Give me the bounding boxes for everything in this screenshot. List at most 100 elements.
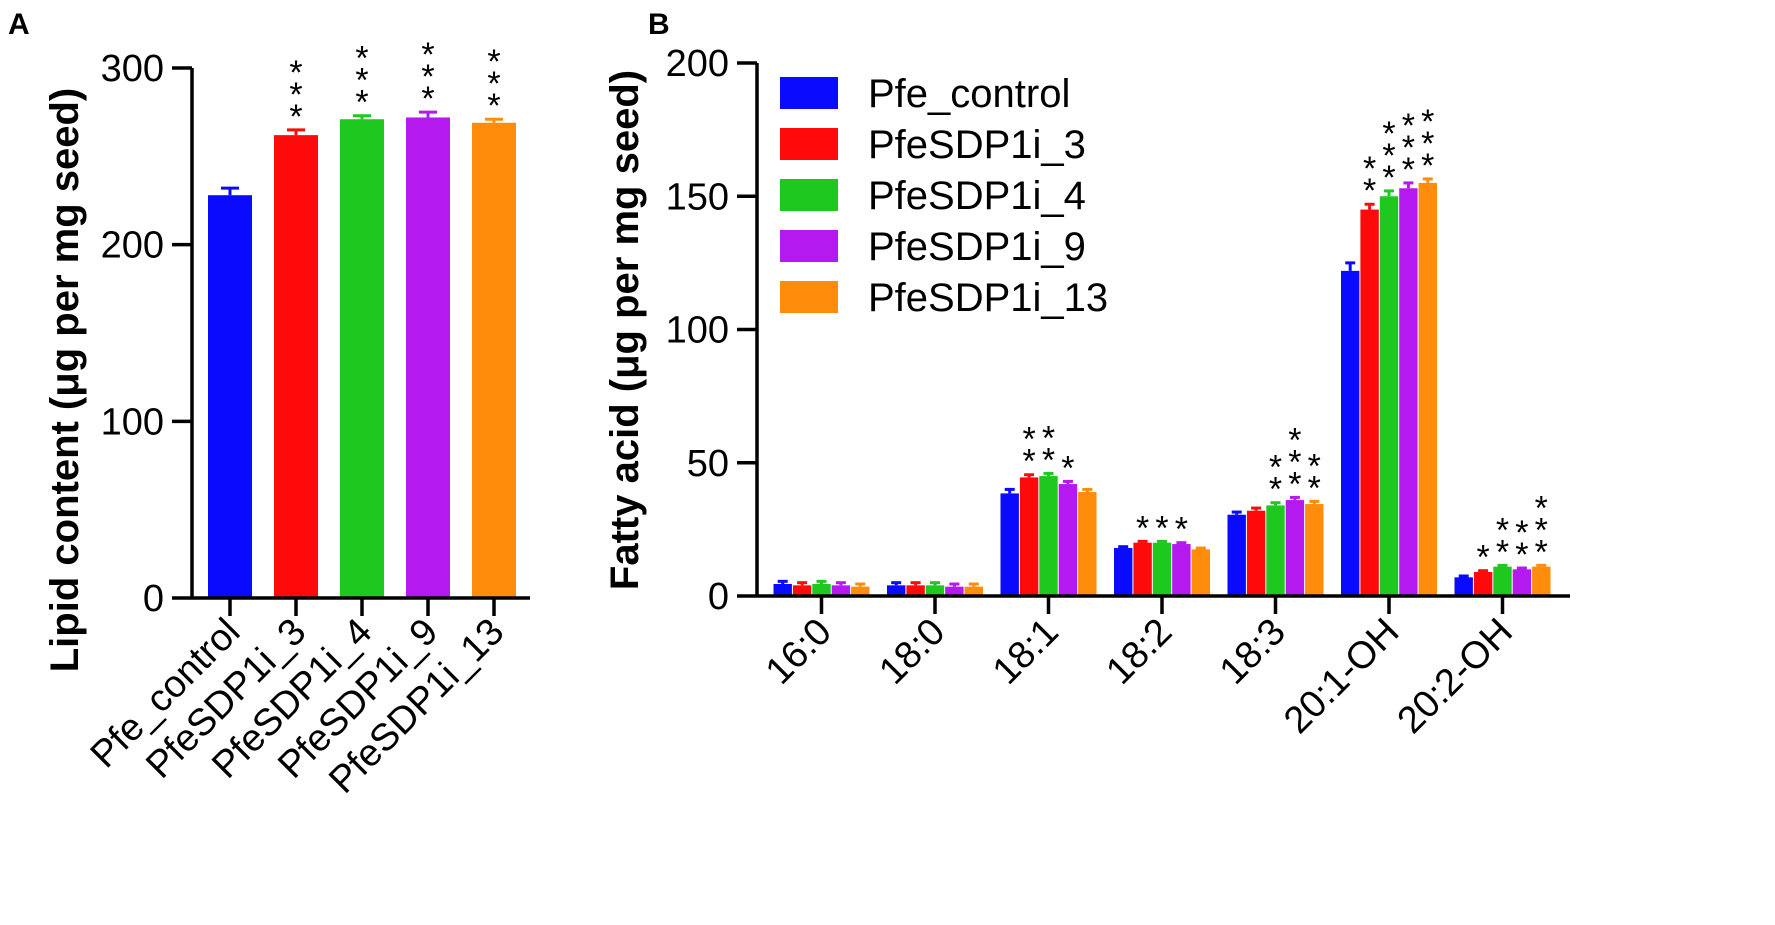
- panel-b-bar: [1152, 542, 1172, 596]
- panel-b-bar: [1418, 182, 1437, 597]
- panel-b-x-tick-label: 18:0: [871, 611, 953, 693]
- panel-b-significance: *: [1061, 449, 1074, 487]
- panel-b-significance: * * *: [1535, 489, 1548, 571]
- panel-a-significance: * * *: [289, 54, 302, 136]
- panel-a-bar: [274, 135, 318, 598]
- panel-b-significance: *: [1155, 509, 1168, 547]
- panel-b-bar: [925, 585, 945, 596]
- panel-b-legend-swatch: [780, 281, 838, 313]
- panel-b-x-tick-label: 18:3: [1212, 611, 1294, 693]
- panel-b-significance: *: [1175, 511, 1188, 549]
- panel-b-bar: [851, 586, 870, 596]
- panel-b-bar: [906, 585, 925, 596]
- panel-b-legend-swatch: [780, 128, 838, 160]
- panel-a-bar: [208, 195, 252, 598]
- panel-b-bar: [1473, 572, 1493, 596]
- panel-b-bar: [1512, 569, 1532, 596]
- panel-b-bar: [792, 585, 812, 596]
- panel-b-significance: * *: [1363, 150, 1376, 210]
- panel-b-bar: [1305, 504, 1324, 596]
- panel-a-y-tick-label: 100: [101, 401, 164, 443]
- panel-b-bar: [1172, 544, 1191, 596]
- panel-b-bar: [1285, 500, 1305, 596]
- panel-b-bar: [1379, 196, 1399, 596]
- panel-a-significance: * * *: [487, 43, 500, 125]
- panel-b-bar: [887, 585, 906, 596]
- panel-b-y-tick-label: 50: [687, 443, 729, 485]
- panel-b-legend-swatch: [780, 179, 838, 211]
- panel-a-y-axis: 0 100 200 300: [101, 48, 194, 620]
- panel-a-significance: * * *: [421, 36, 434, 118]
- panel-a-y-tick-label: 0: [143, 578, 164, 620]
- panel-b-bars: * ** * ** * ** ** * * * ** ** * ** * ** * *** ** ** * *: [773, 103, 1551, 597]
- panel-b-bar: [1039, 476, 1058, 596]
- panel-b-significance: * *: [1269, 449, 1282, 509]
- panel-a-y-tick-label: 200: [101, 225, 164, 267]
- panel-b-significance: * * *: [1288, 421, 1301, 503]
- panel-a-bar: [406, 117, 450, 598]
- panel-b-significance: *: [1476, 539, 1489, 577]
- panel-a-bars: * * * * * * * * * * * *: [208, 36, 516, 599]
- panel-b-legend-swatch: [780, 230, 838, 262]
- panel-b-bar: [945, 586, 964, 596]
- panel-b-y-axis-title: Fatty acid (μg per mg seed): [603, 70, 647, 590]
- panel-b-y-axis: 0 50 100 150 200: [666, 43, 759, 618]
- panel-b-bar: [1227, 514, 1246, 596]
- panel-b-y-tick-label: 150: [666, 176, 729, 218]
- panel-b-bar: [1493, 566, 1512, 596]
- panel-b-significance: *: [1136, 509, 1149, 547]
- panel-b-legend-label: PfeSDP1i_9: [868, 225, 1086, 269]
- panel-b-bar: [1078, 492, 1097, 596]
- panel-b-x-tick-label: 20:2-OH: [1390, 611, 1521, 742]
- panel-a-bar: [472, 122, 516, 599]
- panel-b-bar: [964, 586, 983, 596]
- panel-b-significance: * *: [1496, 511, 1509, 571]
- panel-a-bar: [340, 119, 384, 598]
- panel-b-bar: [812, 584, 831, 596]
- panel-b-bar: [1266, 505, 1285, 596]
- panel-b-x-tick-label: 18:2: [1098, 611, 1180, 693]
- panel-b-x-tick-label: 20:1-OH: [1276, 611, 1407, 742]
- panel-b-significance: * *: [1042, 419, 1055, 479]
- panel-b-y-tick-label: 0: [708, 576, 729, 618]
- panel-b-bar: [1000, 493, 1019, 596]
- panel-b-bar: [1341, 270, 1360, 596]
- panel-b-bar: [1246, 510, 1266, 596]
- panel-b-significance: * *: [1308, 447, 1321, 507]
- panel-b-significance: * *: [1022, 421, 1035, 481]
- panel-a-x-axis: Pfe_controlPfeSDP1i_3PfeSDP1i_4PfeSDP1i_…: [83, 596, 530, 802]
- panel-a-significance: * * *: [355, 40, 368, 122]
- panel-b-x-tick-label: 18:1: [985, 611, 1067, 693]
- panel-b-bar: [831, 585, 851, 596]
- panel-b-bar: [1191, 549, 1210, 596]
- panel-b-bar: [1133, 542, 1152, 596]
- panel-b-y-tick-label: 100: [666, 310, 729, 352]
- panel-b-legend: Pfe_control PfeSDP1i_3 PfeSDP1i_4 PfeSDP1i_…: [780, 72, 1108, 320]
- panel-b-bar: [1114, 548, 1133, 596]
- panel-b-legend-label: Pfe_control: [868, 72, 1070, 116]
- panel-letter-b: B: [648, 8, 670, 41]
- panel-b-legend-label: PfeSDP1i_4: [868, 174, 1086, 218]
- panel-b-bar: [1454, 577, 1473, 596]
- panel-b-significance: * * *: [1402, 107, 1415, 189]
- panel-b-y-tick-label: 200: [666, 43, 729, 85]
- panel-b-x-tick-label: 16:0: [758, 611, 840, 693]
- panel-b-significance: * *: [1515, 514, 1528, 574]
- panel-letter-a: A: [8, 8, 30, 41]
- panel-b-significance: * * *: [1421, 103, 1434, 185]
- panel-b-legend-swatch: [780, 77, 838, 109]
- panel-b-legend-label: PfeSDP1i_13: [868, 276, 1108, 320]
- panel-b-significance: * * *: [1382, 115, 1395, 197]
- panel-b-legend-label: PfeSDP1i_3: [868, 123, 1086, 167]
- panel-b-bar: [1532, 566, 1551, 596]
- panel-b-bar: [1399, 188, 1418, 596]
- panel-b-chart: Fatty acid (μg per mg seed) 0 50 100 150 200…: [603, 43, 1570, 742]
- panel-a-chart: Lipid content (μg per mg seed) 0 100 200 30…: [43, 36, 530, 802]
- panel-b-bar: [773, 584, 792, 596]
- panel-b-bar: [1019, 477, 1039, 596]
- panel-a-y-tick-label: 300: [101, 48, 164, 90]
- panel-b-bar: [1360, 209, 1379, 596]
- panel-a-y-axis-title: Lipid content (μg per mg seed): [43, 88, 87, 673]
